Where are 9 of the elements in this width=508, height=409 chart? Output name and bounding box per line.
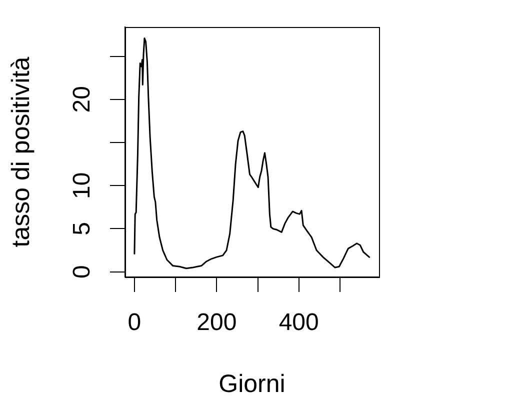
y-tick-label: 0 <box>68 265 96 279</box>
y-tick-label: 5 <box>68 222 96 236</box>
y-tick-label: 20 <box>68 86 96 113</box>
y-axis-title: tasso di positività <box>6 56 35 248</box>
y-tick-label: 10 <box>68 172 96 199</box>
x-axis-title: Giorni <box>218 370 286 398</box>
x-tick-label: 0 <box>128 309 142 336</box>
x-tick-label: 200 <box>196 309 237 336</box>
x-tick-label: 400 <box>278 309 319 336</box>
